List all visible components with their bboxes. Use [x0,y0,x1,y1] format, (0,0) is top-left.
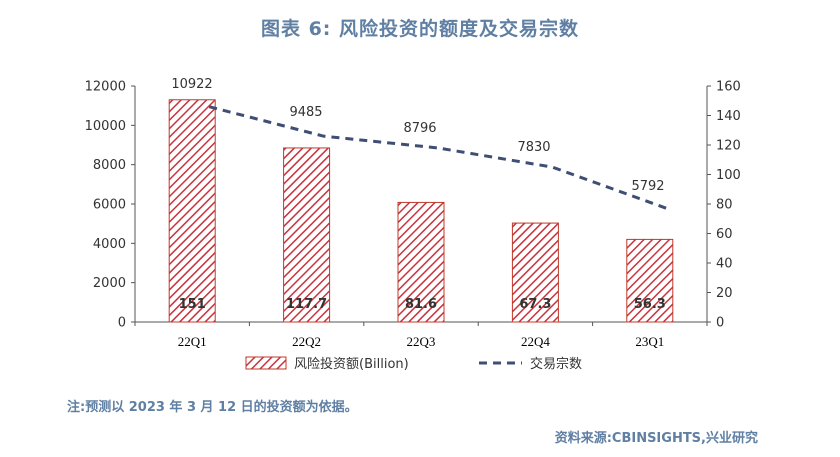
y-left-tick-label: 12000 [85,80,126,95]
y-right-tick-label: 120 [716,139,741,154]
bar-data-label: 56.3 [634,297,666,312]
y-left-tick-label: 6000 [93,198,126,213]
bar [283,147,331,323]
x-tick-label: 23Q1 [635,334,664,349]
source-credit: 资料来源:CBINSIGHTS,兴业研究 [554,431,758,446]
bar-data-label: 117.7 [286,297,327,312]
y-right-tick-label: 60 [716,227,733,242]
y-right-tick-label: 160 [716,80,741,95]
data-labels: 151 117.7 81.6 67.3 56.3 10922 9485 8796 7830 579… [171,77,666,312]
x-tick-label: 22Q4 [521,334,550,349]
y-left-tick-label: 0 [118,316,126,331]
y-left-tick-label: 4000 [93,237,126,252]
y-left-tick-label: 8000 [93,158,126,173]
x-tick-label: 22Q2 [292,334,321,349]
legend-label-line: 交易宗数 [530,356,582,372]
y-right-tick-label: 140 [716,109,741,124]
axes: 0 2000 4000 6000 8000 10000 12000 0 20 40 60 80 100 1… [85,80,741,350]
y-right-tick-label: 100 [716,168,741,183]
y-left-tick-label: 2000 [93,276,126,291]
line-data-label: 10922 [171,77,212,92]
footnote: 注:预测以 2023 年 3 月 12 日的投资额为依据。 [67,400,358,415]
combo-chart: 0 2000 4000 6000 8000 10000 12000 0 20 40 60 80 100 1… [85,77,741,372]
legend: 风险投资额(Billion) 交易宗数 [245,356,582,372]
legend-swatch-bar [245,356,287,370]
bar-data-label: 81.6 [405,297,437,312]
y-right-tick-label: 20 [716,286,733,301]
line-series [208,105,668,210]
chart-title: 图表 6: 风险投资的额度及交易宗数 [260,18,580,40]
y-right-tick-label: 40 [716,257,733,272]
bar [511,222,559,323]
x-tick-label: 22Q3 [407,334,436,349]
line-data-label: 9485 [289,105,322,120]
bar [168,99,216,323]
bar [626,238,674,323]
y-right-tick-label: 0 [716,316,724,331]
legend-label-bar: 风险投资额(Billion) [294,356,409,372]
y-left-tick-label: 10000 [85,119,126,134]
line-data-label: 5792 [631,179,664,194]
line-data-label: 8796 [403,121,436,136]
x-tick-label: 22Q1 [178,334,207,349]
bar-data-label: 67.3 [519,297,551,312]
bar-data-label: 151 [179,297,206,312]
bar [397,201,445,323]
line-path [208,105,668,210]
line-data-label: 7830 [517,140,550,155]
bar-series [168,99,674,323]
y-right-tick-label: 80 [716,198,733,213]
